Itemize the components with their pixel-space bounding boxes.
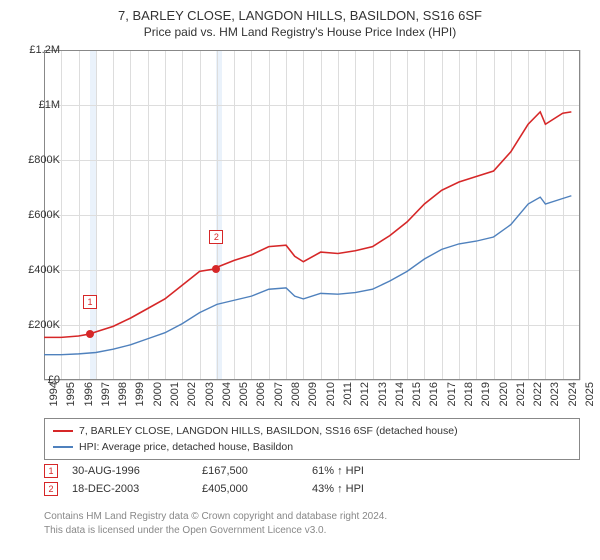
y-axis-label: £600K xyxy=(10,209,60,221)
x-axis-label: 1996 xyxy=(83,382,95,406)
x-axis-label: 2025 xyxy=(584,382,596,406)
footer: Contains HM Land Registry data © Crown c… xyxy=(44,510,580,538)
y-axis-label: £400K xyxy=(10,264,60,276)
legend-swatch xyxy=(53,430,73,432)
x-axis-label: 2007 xyxy=(273,382,285,406)
title-sub: Price paid vs. HM Land Registry's House … xyxy=(0,25,600,39)
x-axis-label: 2009 xyxy=(307,382,319,406)
gridline-h xyxy=(44,380,580,381)
legend-item: 7, BARLEY CLOSE, LANGDON HILLS, BASILDON… xyxy=(53,423,571,439)
event-pct: 61% ↑ HPI xyxy=(312,465,432,477)
x-axis-label: 2001 xyxy=(169,382,181,406)
footer-line1: Contains HM Land Registry data © Crown c… xyxy=(44,510,580,524)
x-axis-label: 2005 xyxy=(238,382,250,406)
x-axis-label: 2018 xyxy=(463,382,475,406)
event-pct: 43% ↑ HPI xyxy=(312,483,432,495)
gridline-v xyxy=(580,50,581,380)
x-axis-label: 2021 xyxy=(515,382,527,406)
legend-label: 7, BARLEY CLOSE, LANGDON HILLS, BASILDON… xyxy=(79,423,458,439)
event-number-box: 2 xyxy=(44,482,58,496)
title-main: 7, BARLEY CLOSE, LANGDON HILLS, BASILDON… xyxy=(0,8,600,23)
x-axis-label: 2008 xyxy=(290,382,302,406)
x-axis-label: 1994 xyxy=(48,382,60,406)
callout-box: 2 xyxy=(209,230,223,244)
event-price: £167,500 xyxy=(202,465,312,477)
event-number-box: 1 xyxy=(44,464,58,478)
event-row: 2 18-DEC-2003£405,00043% ↑ HPI xyxy=(44,482,580,496)
x-axis-label: 2022 xyxy=(532,382,544,406)
event-date: 30-AUG-1996 xyxy=(72,465,202,477)
x-axis-label: 2024 xyxy=(567,382,579,406)
x-axis-label: 2017 xyxy=(446,382,458,406)
x-axis-label: 2015 xyxy=(411,382,423,406)
x-axis-label: 1995 xyxy=(65,382,77,406)
x-axis-label: 1997 xyxy=(100,382,112,406)
x-axis-label: 2003 xyxy=(204,382,216,406)
legend: 7, BARLEY CLOSE, LANGDON HILLS, BASILDON… xyxy=(44,418,580,460)
x-axis-label: 2010 xyxy=(325,382,337,406)
title-block: 7, BARLEY CLOSE, LANGDON HILLS, BASILDON… xyxy=(0,0,600,45)
event-date: 18-DEC-2003 xyxy=(72,483,202,495)
transaction-marker xyxy=(212,265,220,273)
chart-container: 7, BARLEY CLOSE, LANGDON HILLS, BASILDON… xyxy=(0,0,600,560)
x-axis-label: 2004 xyxy=(221,382,233,406)
transaction-marker xyxy=(86,330,94,338)
x-axis-label: 2006 xyxy=(255,382,267,406)
x-axis-label: 2019 xyxy=(480,382,492,406)
legend-item: HPI: Average price, detached house, Basi… xyxy=(53,439,571,455)
x-axis-label: 2000 xyxy=(152,382,164,406)
plot-area xyxy=(44,50,580,380)
callout-box: 1 xyxy=(83,295,97,309)
x-axis-label: 2002 xyxy=(186,382,198,406)
y-axis-label: £1.2M xyxy=(10,44,60,56)
event-row: 1 30-AUG-1996£167,50061% ↑ HPI xyxy=(44,464,580,478)
footer-line2: This data is licensed under the Open Gov… xyxy=(44,524,580,538)
x-axis-label: 2020 xyxy=(498,382,510,406)
x-axis-label: 2011 xyxy=(342,382,354,406)
y-axis-label: £800K xyxy=(10,154,60,166)
event-price: £405,000 xyxy=(202,483,312,495)
x-axis-label: 1999 xyxy=(134,382,146,406)
legend-label: HPI: Average price, detached house, Basi… xyxy=(79,439,293,455)
x-axis-label: 2013 xyxy=(377,382,389,406)
transaction-events: 1 30-AUG-1996£167,50061% ↑ HPI 2 18-DEC-200… xyxy=(44,460,580,500)
y-axis-label: £200K xyxy=(10,319,60,331)
x-axis-label: 2012 xyxy=(359,382,371,406)
legend-swatch xyxy=(53,446,73,448)
x-axis-label: 2014 xyxy=(394,382,406,406)
y-axis-label: £1M xyxy=(10,99,60,111)
x-axis-label: 2016 xyxy=(428,382,440,406)
x-axis-label: 2023 xyxy=(549,382,561,406)
x-axis-label: 1998 xyxy=(117,382,129,406)
